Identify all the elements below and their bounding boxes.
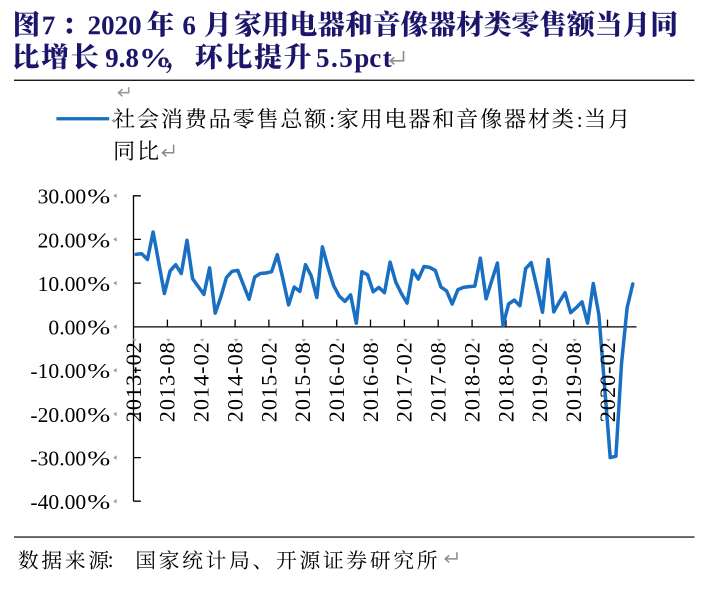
svg-text:%: % — [87, 404, 110, 428]
svg-text:2016-02: 2016-02 — [324, 341, 349, 422]
svg-text:%: % — [87, 316, 110, 340]
svg-text:%: % — [87, 273, 110, 297]
svg-text:10.00: 10.00 — [38, 272, 87, 296]
svg-text:2017-08: 2017-08 — [426, 341, 451, 422]
svg-text:2018-08: 2018-08 — [493, 341, 518, 422]
svg-text:2014-02: 2014-02 — [189, 341, 214, 422]
svg-text:30.00: 30.00 — [38, 185, 87, 209]
svg-text:20.00: 20.00 — [38, 228, 87, 252]
svg-text:%: % — [87, 491, 110, 515]
svg-text:%: % — [87, 360, 110, 384]
svg-text:-10.00: -10.00 — [30, 359, 86, 383]
svg-text:%: % — [87, 447, 110, 471]
svg-text:-20.00: -20.00 — [30, 403, 86, 427]
svg-text:0.00: 0.00 — [48, 316, 86, 340]
svg-text:%: % — [87, 229, 110, 253]
svg-text:2018-02: 2018-02 — [460, 341, 485, 422]
svg-text:2019-08: 2019-08 — [561, 341, 586, 422]
svg-text:2020-02: 2020-02 — [595, 341, 620, 422]
svg-text:2015-08: 2015-08 — [290, 341, 315, 422]
svg-text:2013-08: 2013-08 — [155, 341, 180, 422]
svg-text:%: % — [87, 185, 110, 209]
svg-text:2014-08: 2014-08 — [222, 341, 247, 422]
svg-text:-40.00: -40.00 — [30, 490, 86, 514]
svg-text:2019-02: 2019-02 — [527, 341, 552, 422]
svg-text:2016-08: 2016-08 — [358, 341, 383, 422]
svg-text:2013-02: 2013-02 — [121, 341, 146, 422]
svg-text:-30.00: -30.00 — [30, 447, 86, 471]
svg-text:2015-02: 2015-02 — [256, 341, 281, 422]
svg-text:2017-02: 2017-02 — [392, 341, 417, 422]
